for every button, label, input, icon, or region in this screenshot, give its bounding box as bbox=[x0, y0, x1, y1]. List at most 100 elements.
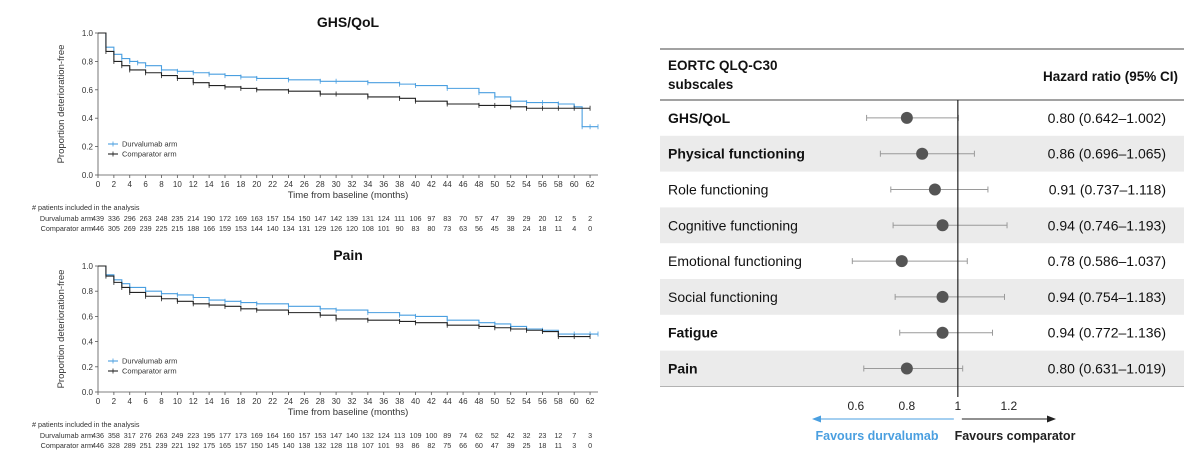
hazard-ratio-value: 0.78 (0.586–1.037) bbox=[1048, 253, 1166, 269]
risk-count: 289 bbox=[124, 441, 136, 450]
x-tick-label: 26 bbox=[300, 397, 309, 406]
risk-count: 83 bbox=[411, 224, 419, 233]
risk-count: 147 bbox=[330, 431, 342, 440]
risk-count: 18 bbox=[538, 441, 546, 450]
hr-point bbox=[936, 290, 949, 303]
risk-count: 336 bbox=[108, 214, 120, 223]
x-tick-label: 20 bbox=[252, 180, 261, 189]
x-tick-label: 36 bbox=[379, 180, 388, 189]
risk-count: 3 bbox=[588, 431, 592, 440]
risk-row-label: Comparator arm bbox=[41, 441, 93, 450]
risk-count: 52 bbox=[491, 431, 499, 440]
x-tick-label: 62 bbox=[586, 397, 595, 406]
x-tick-label: 12 bbox=[189, 180, 198, 189]
risk-count: 132 bbox=[314, 441, 326, 450]
risk-count: 446 bbox=[92, 441, 104, 450]
risk-count: 47 bbox=[491, 441, 499, 450]
risk-count: 120 bbox=[346, 224, 358, 233]
risk-count: 86 bbox=[411, 441, 419, 450]
risk-count: 111 bbox=[394, 214, 405, 223]
x-tick-label: 4 bbox=[128, 180, 133, 189]
risk-count: 101 bbox=[378, 441, 390, 450]
legend-entry: Durvalumab arm bbox=[122, 140, 177, 149]
x-tick-label: 2 bbox=[112, 180, 117, 189]
risk-count: 157 bbox=[267, 214, 279, 223]
subscale-label: Social functioning bbox=[668, 289, 778, 305]
risk-count: 172 bbox=[219, 214, 231, 223]
risk-count: 248 bbox=[155, 214, 167, 223]
risk-count: 25 bbox=[523, 441, 531, 450]
hr-point bbox=[936, 219, 949, 232]
x-tick-label: 30 bbox=[332, 397, 341, 406]
risk-count: 2 bbox=[588, 214, 592, 223]
x-tick-label: 32 bbox=[348, 180, 357, 189]
x-tick-label: 42 bbox=[427, 180, 436, 189]
subscale-label: GHS/QoL bbox=[668, 110, 731, 126]
risk-count: 20 bbox=[538, 214, 546, 223]
risk-count: 150 bbox=[298, 214, 310, 223]
x-tick-label: 2 bbox=[112, 397, 117, 406]
x-tick-label: 16 bbox=[221, 180, 230, 189]
y-tick-label: 0.2 bbox=[82, 363, 94, 372]
x-tick-label: 34 bbox=[363, 397, 372, 406]
risk-count: 90 bbox=[396, 224, 404, 233]
y-tick-label: 0.8 bbox=[82, 57, 94, 66]
arrow-left-head bbox=[812, 415, 821, 423]
risk-count: 358 bbox=[108, 431, 120, 440]
risk-count: 4 bbox=[572, 224, 576, 233]
x-tick-label: 56 bbox=[538, 180, 547, 189]
risk-count: 12 bbox=[554, 214, 562, 223]
x-tick-label: 42 bbox=[427, 397, 436, 406]
subscale-label: Physical functioning bbox=[668, 146, 805, 162]
risk-count: 235 bbox=[171, 214, 183, 223]
risk-count: 138 bbox=[298, 441, 310, 450]
x-tick-label: 44 bbox=[443, 180, 452, 189]
risk-count: 11 bbox=[555, 441, 562, 450]
risk-count: 39 bbox=[507, 441, 515, 450]
risk-count: 177 bbox=[219, 431, 231, 440]
x-tick-label: 18 bbox=[236, 397, 245, 406]
forest-x-tick-label: 1 bbox=[954, 399, 961, 413]
risk-count: 160 bbox=[282, 431, 294, 440]
y-tick-label: 0.6 bbox=[82, 312, 94, 321]
x-tick-label: 20 bbox=[252, 397, 261, 406]
risk-count: 73 bbox=[443, 224, 451, 233]
chart-title: Pain bbox=[333, 247, 363, 263]
hr-point bbox=[916, 147, 929, 160]
risk-count: 0 bbox=[588, 441, 592, 450]
risk-count: 60 bbox=[475, 441, 483, 450]
risk-count: 32 bbox=[523, 431, 531, 440]
risk-count: 305 bbox=[108, 224, 120, 233]
risk-count: 169 bbox=[251, 431, 263, 440]
x-tick-label: 30 bbox=[332, 180, 341, 189]
x-tick-label: 28 bbox=[316, 397, 325, 406]
risk-count: 101 bbox=[378, 224, 390, 233]
risk-count: 446 bbox=[92, 224, 104, 233]
risk-count: 70 bbox=[459, 214, 467, 223]
risk-count: 57 bbox=[475, 214, 483, 223]
x-tick-label: 24 bbox=[284, 397, 293, 406]
x-tick-label: 62 bbox=[586, 180, 595, 189]
risk-count: 62 bbox=[475, 431, 483, 440]
subscale-label: Pain bbox=[668, 361, 698, 377]
risk-count: 24 bbox=[523, 224, 531, 233]
risk-count: 215 bbox=[171, 224, 183, 233]
risk-count: 5 bbox=[572, 214, 576, 223]
risk-count: 263 bbox=[155, 431, 167, 440]
risk-count: 113 bbox=[394, 431, 405, 440]
risk-count: 276 bbox=[140, 431, 152, 440]
km-curve-durvalumab bbox=[98, 265, 598, 335]
risk-count: 140 bbox=[267, 224, 279, 233]
risk-count: 124 bbox=[378, 214, 390, 223]
risk-count: 100 bbox=[425, 431, 437, 440]
x-tick-label: 12 bbox=[189, 397, 198, 406]
x-tick-label: 48 bbox=[474, 180, 483, 189]
risk-count: 82 bbox=[427, 441, 435, 450]
risk-count: 47 bbox=[491, 214, 499, 223]
risk-count: 150 bbox=[251, 441, 263, 450]
x-tick-label: 40 bbox=[411, 397, 420, 406]
x-tick-label: 52 bbox=[506, 397, 515, 406]
risk-count: 129 bbox=[314, 224, 326, 233]
risk-count: 296 bbox=[124, 214, 136, 223]
subscale-label: Emotional functioning bbox=[668, 253, 802, 269]
